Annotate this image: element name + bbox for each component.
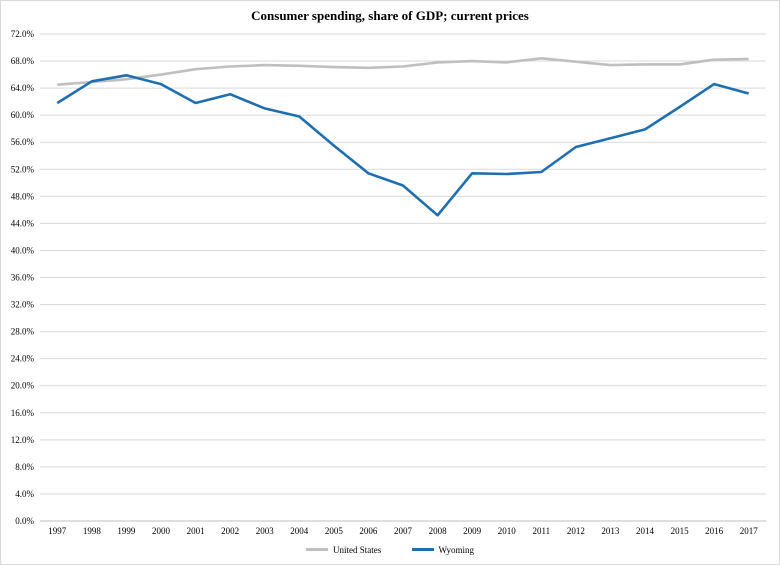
legend-swatch-united-states <box>306 548 329 551</box>
x-tick-label: 2007 <box>394 526 413 536</box>
x-tick-label: 2010 <box>498 526 517 536</box>
x-tick-label: 2014 <box>636 526 655 536</box>
legend-item-united-states: United States <box>306 545 381 555</box>
y-tick-label: 44.0% <box>11 218 35 228</box>
y-tick-label: 8.0% <box>15 462 34 472</box>
y-tick-label: 16.0% <box>11 408 35 418</box>
x-tick-label: 2015 <box>671 526 690 536</box>
y-tick-label: 52.0% <box>11 164 35 174</box>
y-tick-label: 20.0% <box>11 381 35 391</box>
x-tick-label: 1999 <box>117 526 136 536</box>
x-tick-label: 2016 <box>705 526 724 536</box>
x-tick-label: 1998 <box>83 526 102 536</box>
y-tick-label: 4.0% <box>15 489 34 499</box>
x-axis-ticks: 1997 1998 1999 2000 2001 2002 2003 2004 2005 2006… <box>48 526 758 536</box>
y-tick-label: 60.0% <box>11 110 35 120</box>
x-tick-label: 2008 <box>429 526 448 536</box>
chart-title: Consumer spending, share of GDP; current… <box>251 8 529 23</box>
x-tick-label: 1997 <box>48 526 67 536</box>
x-tick-label: 2009 <box>463 526 482 536</box>
x-tick-label: 2002 <box>221 526 239 536</box>
y-tick-label: 40.0% <box>11 245 35 255</box>
x-tick-label: 2004 <box>290 526 309 536</box>
x-tick-label: 2000 <box>152 526 171 536</box>
x-tick-label: 2011 <box>532 526 550 536</box>
y-tick-label: 72.0% <box>11 29 35 39</box>
x-tick-label: 2001 <box>187 526 205 536</box>
x-tick-label: 2012 <box>567 526 585 536</box>
y-tick-label: 32.0% <box>11 300 35 310</box>
x-tick-label: 2006 <box>359 526 378 536</box>
y-tick-label: 24.0% <box>11 354 35 364</box>
y-tick-label: 36.0% <box>11 273 35 283</box>
y-tick-label: 12.0% <box>11 435 35 445</box>
y-tick-label: 68.0% <box>11 56 35 66</box>
series-line-united-states <box>57 56 749 86</box>
x-tick-label: 2003 <box>256 526 275 536</box>
legend-swatch-wyoming <box>411 548 434 551</box>
legend: United States Wyoming <box>0 543 780 555</box>
x-tick-label: 2017 <box>740 526 759 536</box>
x-tick-label: 2013 <box>601 526 620 536</box>
y-tick-label: 64.0% <box>11 83 35 93</box>
series-line-wyoming <box>56 74 750 217</box>
series-lines <box>56 56 750 217</box>
x-tick-label: 2005 <box>325 526 344 536</box>
line-chart: 0.0% 4.0% 8.0% 12.0% 16.0% 20.0% 24.0% 28.0% 32.… <box>11 29 766 536</box>
legend-label-wyoming: Wyoming <box>438 544 474 555</box>
y-tick-label: 48.0% <box>11 191 35 201</box>
legend-label-united-states: United States <box>333 544 382 555</box>
y-tick-label: 56.0% <box>11 137 35 147</box>
y-tick-label: 28.0% <box>11 327 35 337</box>
y-tick-label: 0.0% <box>15 516 34 526</box>
legend-item-wyoming: Wyoming <box>411 544 474 555</box>
y-axis-ticks: 0.0% 4.0% 8.0% 12.0% 16.0% 20.0% 24.0% 28.0% 32.… <box>11 29 35 526</box>
gridlines <box>40 33 766 522</box>
